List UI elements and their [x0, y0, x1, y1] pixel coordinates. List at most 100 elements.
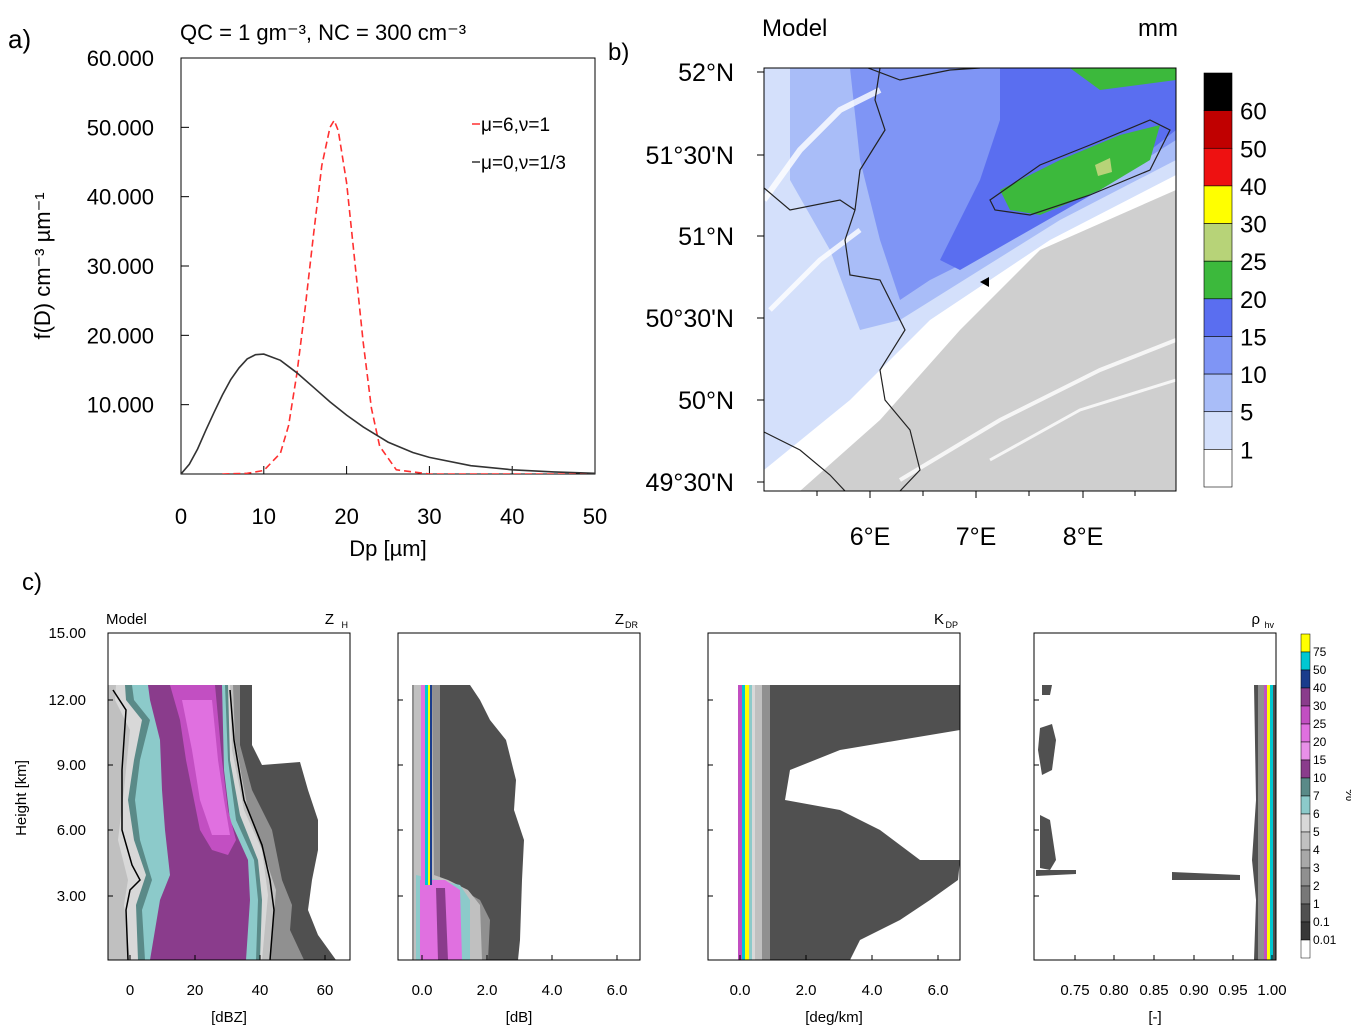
c-xtick-label: 0.80	[1099, 982, 1128, 999]
c-colorbar-label: 5	[1313, 825, 1320, 839]
a-xtick-label: 30	[417, 504, 441, 529]
map-frame	[763, 67, 1177, 492]
map-colorbar: 60 50 40 30 25 20 15 10 5 1	[1203, 72, 1267, 488]
c-subplot-title-sub: H	[342, 620, 349, 630]
a-xtick-label: 0	[175, 504, 187, 529]
map-colorbar-swatch	[1203, 449, 1233, 488]
subplot-zdr	[397, 632, 641, 961]
c-colorbar-label: 75	[1313, 645, 1327, 659]
c-colorbar-swatch	[1300, 687, 1311, 707]
c-colorbar-swatch	[1300, 795, 1311, 815]
a-xtick-label: 40	[500, 504, 524, 529]
c-colorbar-unit: %	[1343, 789, 1351, 801]
legend-entry-black: μ=0,ν=1/3	[481, 153, 566, 174]
lat-label: 50°N	[678, 387, 734, 415]
c-subplot-title: K	[934, 611, 944, 628]
c-xtick-label: 0.90	[1179, 982, 1208, 999]
subplot-zh	[107, 632, 351, 961]
map-colorbar-label: 15	[1240, 324, 1267, 351]
panel-b: b) Model mm 52°N51°30'N51°N50°30'N50°N4	[608, 15, 1267, 551]
c-xtick-label: 4.0	[542, 982, 563, 999]
c-xtick-label: 0.0	[412, 982, 433, 999]
c-xtick-label: 40	[252, 982, 269, 999]
c-colorbar-swatch	[1300, 903, 1311, 923]
c-xtick-label: 4.0	[862, 982, 883, 999]
c-colorbar-swatch	[1300, 633, 1311, 653]
panel-a-label: a)	[8, 24, 31, 54]
c-ytick-label: 3.00	[57, 888, 86, 905]
subplot-rhohv-frame	[1033, 632, 1277, 961]
c-colorbar-label: 3	[1313, 861, 1320, 875]
panel-a-ylabel: f(D) cm⁻³ µm⁻¹	[30, 192, 55, 339]
c-colorbar-label: 0.01	[1313, 933, 1337, 947]
c-xlabel: [dBZ]	[211, 1009, 247, 1026]
c-colorbar-swatch	[1300, 831, 1311, 851]
c-colorbar-label: 6	[1313, 807, 1320, 821]
c-xlabel: [-]	[1148, 1009, 1161, 1026]
subplot-kdp	[707, 632, 961, 961]
c-colorbar-swatch	[1300, 669, 1311, 689]
a-ytick-label: 20.000	[87, 323, 154, 348]
panel-a-series	[181, 118, 595, 474]
c-colorbar-label: 7	[1313, 789, 1320, 803]
lat-label: 49°30'N	[646, 469, 734, 497]
map-colorbar-label: 50	[1240, 136, 1267, 163]
series-line-0	[222, 118, 595, 474]
c-subplot-title: Z	[325, 611, 334, 628]
c-colorbar-label: 2	[1313, 879, 1320, 893]
a-ytick-label: 40.000	[87, 185, 154, 210]
map-colorbar-label: 1	[1240, 437, 1253, 464]
map-colorbar-label: 20	[1240, 287, 1267, 314]
c-xtick-label: 6.0	[928, 982, 949, 999]
c-xlabel: [deg/km]	[805, 1009, 863, 1026]
c-xtick-label: 6.0	[607, 982, 628, 999]
map-colorbar-swatch	[1203, 110, 1233, 149]
c-colorbar-swatch	[1300, 705, 1311, 725]
a-xtick-label: 20	[334, 504, 358, 529]
c-ytick-label: 9.00	[57, 757, 86, 774]
map-colorbar-swatch	[1203, 147, 1233, 187]
c-subplot-title: ρ	[1251, 611, 1260, 628]
c-xtick-label: 2.0	[477, 982, 498, 999]
c-xtick-label: 1.00	[1257, 982, 1286, 999]
map-colorbar-label: 30	[1240, 212, 1267, 239]
c-colorbar-swatch	[1300, 939, 1311, 959]
panel-c-model-label: Model	[106, 611, 147, 628]
c-colorbar-label: 50	[1313, 663, 1327, 677]
map-lon-labels: 6°E 7°E 8°E	[816, 491, 1136, 551]
c-colorbar-swatch	[1300, 867, 1311, 887]
lon-label: 6°E	[850, 523, 891, 551]
c-ytick-label: 12.00	[48, 692, 86, 709]
c-colorbar-label: 15	[1313, 753, 1327, 767]
map-colorbar-swatch	[1203, 72, 1233, 111]
series-line-1	[181, 353, 595, 474]
c-colorbar-label: 10	[1313, 771, 1327, 785]
panel-c-colorbar: 75 50 40 30 25 20 15 10 7 6 5 4 3 2 1 0.1 0.01%	[1300, 633, 1351, 959]
lat-label: 51°30'N	[646, 142, 734, 170]
a-ytick-label: 10.000	[87, 393, 154, 418]
c-colorbar-swatch	[1300, 759, 1311, 779]
lon-label: 8°E	[1063, 523, 1104, 551]
subplot-rhohv	[1033, 632, 1277, 961]
c-xtick-label: 0.95	[1218, 982, 1247, 999]
c-colorbar-swatch	[1300, 723, 1311, 743]
panel-a-xlabel: Dp [µm]	[349, 536, 426, 561]
a-ytick-label: 60.000	[87, 46, 154, 71]
panel-a-legend: μ=6,ν=1 μ=0,ν=1/3	[472, 115, 566, 174]
panel-a-title: QC = 1 gm⁻³, NC = 300 cm⁻³	[180, 20, 466, 45]
c-colorbar-swatch	[1300, 885, 1311, 905]
lat-label: 50°30'N	[646, 305, 734, 333]
c-ytick-label: 6.00	[57, 822, 86, 839]
a-ytick-label: 30.000	[87, 254, 154, 279]
legend-entry-red: μ=6,ν=1	[481, 115, 550, 136]
c-ytick-label: 15.00	[48, 625, 86, 642]
c-colorbar-label: 4	[1313, 843, 1320, 857]
panel-a-y-ticks: 10.000 20.000 30.000 40.000 50.000 60.000	[87, 46, 189, 418]
lon-label: 7°E	[956, 523, 997, 551]
subplot-kdp-frame	[707, 632, 961, 961]
lat-label: 51°N	[678, 223, 734, 251]
subplot-zdr-frame	[397, 632, 641, 961]
map-colorbar-swatch	[1203, 336, 1233, 375]
c-colorbar-swatch	[1300, 921, 1311, 941]
